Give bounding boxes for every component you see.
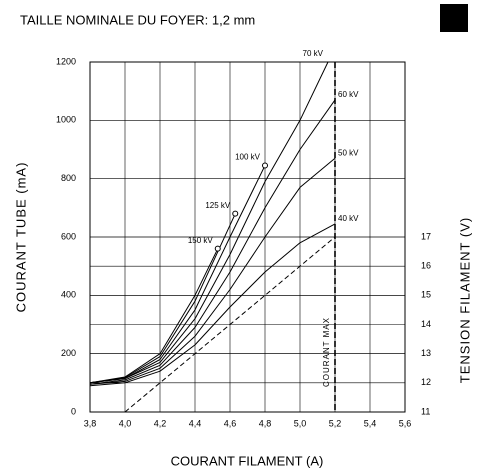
series-label: 150 kV	[188, 236, 214, 245]
x-tick-label: 4,6	[224, 418, 237, 428]
end-marker	[214, 245, 221, 252]
series-line	[124, 236, 336, 413]
x-tick-label: 4,4	[189, 418, 202, 428]
series-line	[89, 99, 336, 385]
series-label: 50 kV	[338, 148, 359, 157]
max-line-label: COURANT MAX	[322, 317, 331, 387]
y-tick-label: 1200	[56, 56, 76, 66]
series-label: 100 kV	[235, 153, 261, 162]
y2-tick-label: 12	[421, 377, 431, 387]
series-line	[89, 248, 219, 384]
x-axis-label: COURANT FILAMENT (A)	[171, 453, 324, 468]
black-square	[440, 4, 468, 32]
y2-axis-label: TENSION FILAMENT (V)	[457, 217, 472, 383]
y2-tick-label: 13	[421, 348, 431, 358]
x-tick-label: 5,4	[364, 418, 377, 428]
series-line	[89, 165, 266, 384]
end-marker	[232, 210, 239, 217]
y2-tick-label: 14	[421, 319, 431, 329]
series-line	[89, 157, 336, 385]
y-tick-label: 400	[61, 290, 76, 300]
y2-tick-label: 17	[421, 231, 431, 241]
y-tick-label: 200	[61, 348, 76, 358]
y2-tick-label: 15	[421, 290, 431, 300]
x-tick-label: 5,2	[329, 418, 342, 428]
end-marker	[262, 162, 268, 169]
y-tick-label: 0	[71, 406, 76, 416]
y-axis-label: COURANT TUBE (mA)	[13, 162, 28, 313]
x-tick-label: 4,8	[259, 418, 272, 428]
x-tick-label: 3,8	[84, 418, 97, 428]
y-tick-label: 600	[61, 231, 76, 241]
series-line	[89, 61, 329, 384]
series-label: 125 kV	[205, 201, 231, 210]
y2-tick-label: 16	[421, 261, 431, 271]
x-tick-label: 4,2	[154, 418, 167, 428]
chart-title: TAILLE NOMINALE DU FOYER: 1,2 mm	[20, 12, 255, 27]
series-label: 40 kV	[338, 214, 359, 223]
series-label: 60 kV	[338, 90, 359, 99]
series-label: 70 kV	[303, 49, 324, 58]
y2-tick-label: 11	[421, 406, 430, 416]
series-line	[89, 223, 336, 387]
y-tick-label: 1000	[56, 115, 76, 125]
x-tick-label: 4,0	[119, 418, 132, 428]
x-tick-label: 5,0	[294, 418, 307, 428]
y-tick-label: 800	[61, 173, 76, 183]
plot-frame	[89, 61, 406, 413]
x-tick-label: 5,6	[399, 418, 412, 428]
